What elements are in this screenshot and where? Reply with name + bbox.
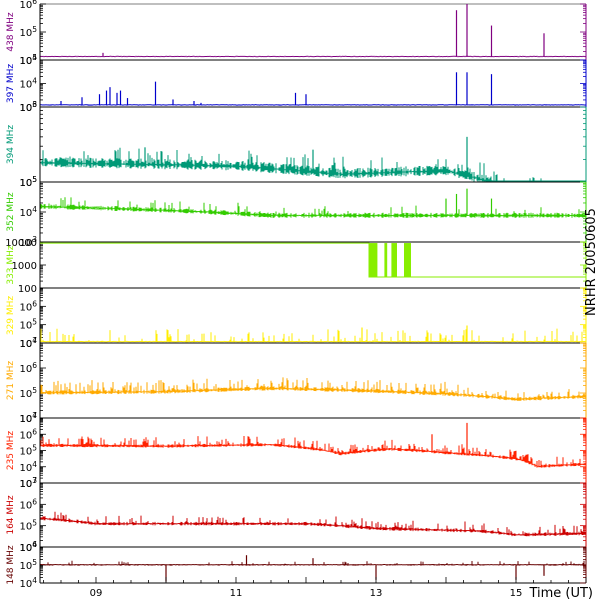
y-tick-label: 106	[19, 299, 37, 313]
y-tick-label: 106	[19, 0, 37, 11]
burst-block	[404, 243, 411, 278]
burst-block	[391, 243, 397, 278]
panel-394-mhz: 105 106 394 MHz	[6, 100, 587, 189]
series-line	[40, 104, 586, 106]
series-line	[40, 242, 586, 278]
y-tick-label: 100	[18, 284, 37, 295]
x-tick-label: 09	[90, 588, 103, 599]
y-tick-label: 107	[19, 411, 37, 425]
y-tick-label: 106	[19, 497, 37, 511]
y-tick-label: 104	[19, 77, 37, 91]
y-tick-label: 105	[19, 25, 37, 39]
band-label: 329 MHz	[6, 296, 16, 336]
series-line	[40, 436, 586, 468]
burst-block	[384, 243, 388, 278]
x-tick-label: 13	[370, 588, 383, 599]
x-axis-label: Time (UT)	[528, 586, 593, 600]
band-label: 438 MHz	[6, 12, 16, 52]
x-axis: 09 11 13 15 Time (UT)	[43, 577, 593, 600]
y-tick-label: 104	[19, 460, 37, 474]
y-tick-label: 107	[19, 476, 37, 490]
y-tick-label: 105	[19, 386, 37, 400]
y-tick-label: 1000	[12, 261, 37, 272]
series-line	[40, 55, 586, 58]
y-tick-label: 10000	[5, 238, 37, 249]
y-tick-label: 105	[19, 175, 37, 189]
y-tick-label: 106	[19, 100, 37, 114]
y-tick-label: 106	[19, 427, 37, 441]
y-tick-label: 105	[19, 519, 37, 533]
y-tick-label: 105	[19, 444, 37, 458]
series-line	[40, 328, 586, 343]
y-tick-label: 104	[19, 205, 37, 219]
band-label: 235 MHz	[6, 431, 16, 471]
y-tick-label: 107	[19, 336, 37, 350]
series-line	[40, 377, 586, 401]
band-label: 148 MHz	[6, 545, 16, 585]
y-tick-label: 105	[19, 318, 37, 332]
y-tick-label: 105	[19, 558, 37, 572]
y-tick-label: 106	[19, 361, 37, 375]
observatory-date-label: NRHR 20050605	[584, 208, 599, 316]
series-line	[40, 560, 586, 566]
y-tick-label: 104	[19, 576, 37, 590]
x-tick-label: 15	[510, 588, 523, 599]
band-label: 164 MHz	[6, 495, 16, 535]
series-line	[40, 511, 586, 537]
y-tick-label: 105	[19, 53, 37, 67]
series-line	[40, 197, 586, 218]
band-label: 352 MHz	[6, 192, 16, 232]
burst-block	[369, 243, 378, 278]
band-label: 397 MHz	[6, 64, 16, 104]
band-label: 394 MHz	[6, 125, 16, 165]
y-tick-label: 106	[19, 540, 37, 554]
series-line	[40, 147, 586, 182]
band-label: 271 MHz	[6, 361, 16, 401]
x-tick-label: 11	[230, 588, 243, 599]
band-label: 333 MHz	[6, 245, 16, 285]
